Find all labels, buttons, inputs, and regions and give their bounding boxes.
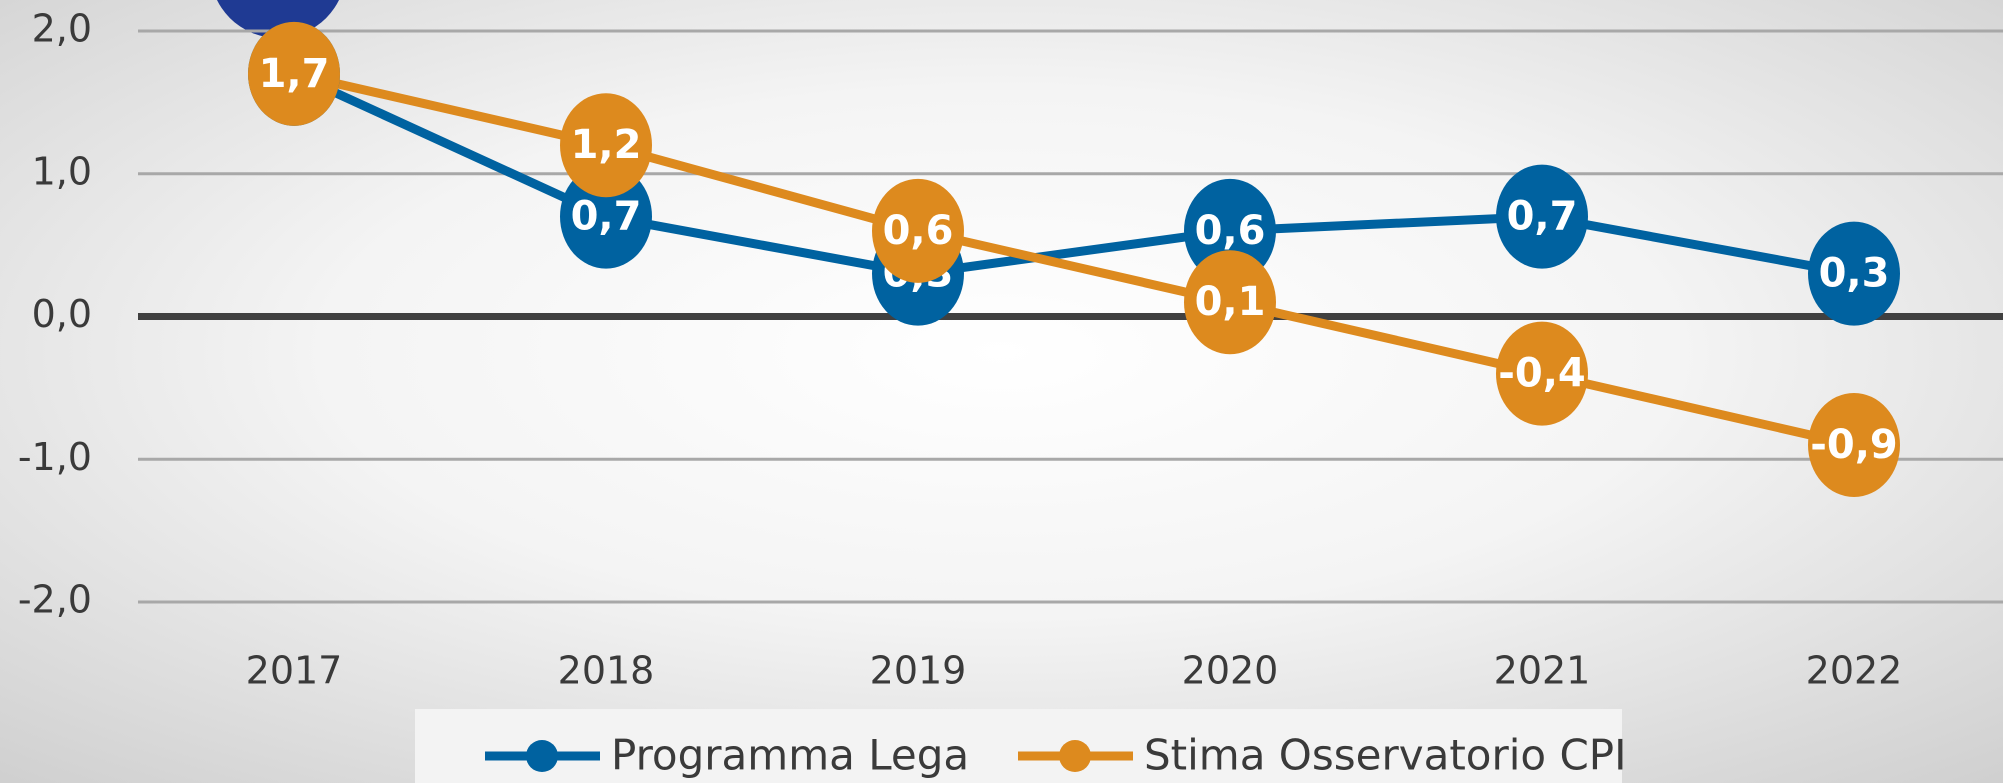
x-tick-label: 2018: [558, 649, 655, 693]
data-label: 0,6: [883, 208, 954, 254]
legend-marker: [1059, 740, 1091, 772]
data-label: 0,7: [1507, 194, 1578, 240]
point: [872, 178, 964, 283]
point: [1496, 321, 1588, 426]
y-tick-label: -1,0: [18, 435, 92, 479]
data-label: 0,6: [1195, 208, 1266, 254]
x-tick-label: 2017: [246, 649, 343, 693]
legend-marker: [526, 740, 558, 772]
plot: -2,0 -1,0 0,0 1,0 2,0 2017 2018 2019 2020 2021 202…: [18, 7, 2003, 780]
data-label: -0,9: [1810, 422, 1897, 468]
x-tick-label: 2020: [1182, 649, 1279, 693]
point: [560, 164, 652, 269]
legend-label: Stima Osservatorio CPI: [1144, 731, 1627, 780]
x-tick-label: 2021: [1494, 649, 1591, 693]
series-line: [292, 69, 1855, 279]
y-tick-label: 2,0: [32, 7, 92, 51]
data-label: 1,7: [259, 51, 330, 97]
series-line: [292, 69, 1856, 450]
point: [1808, 221, 1900, 326]
data-label: 1,2: [571, 122, 642, 168]
data-label: 0,3: [1819, 251, 1890, 297]
legend-box: [415, 709, 1622, 783]
x-tick-label: 2019: [870, 649, 967, 693]
y-tick-label: 0,0: [32, 292, 92, 336]
point: [1808, 392, 1900, 497]
y-tick-label: 1,0: [32, 149, 92, 193]
y-tick-label: -2,0: [18, 578, 92, 622]
x-tick-label: 2022: [1806, 649, 1903, 693]
point: [1184, 250, 1276, 355]
data-label: 0,1: [1195, 279, 1266, 325]
point: [248, 21, 340, 126]
point: [1496, 164, 1588, 269]
legend-label: Programma Lega: [611, 731, 969, 780]
point: [1184, 178, 1276, 283]
data-label: -0,4: [1498, 351, 1585, 397]
data-label: 0,7: [571, 194, 642, 240]
point: [560, 93, 652, 198]
